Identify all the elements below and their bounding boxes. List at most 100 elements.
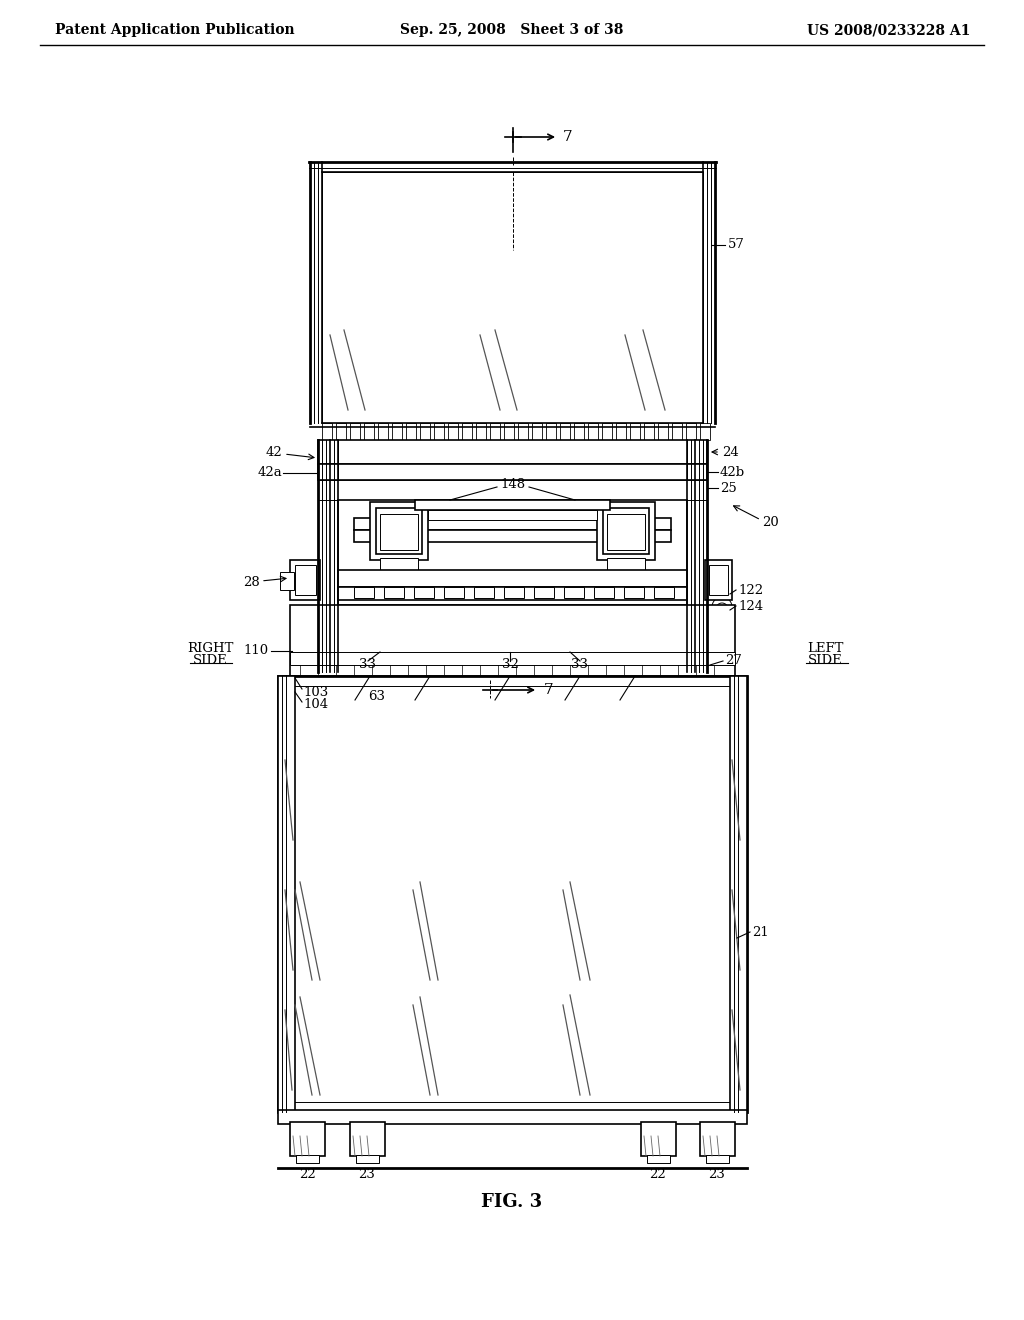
Text: 28: 28 [244,576,260,589]
Bar [658,422,668,440]
Bar [295,565,316,595]
Bar [318,440,707,465]
Text: LEFT: LEFT [807,643,843,656]
Bar [534,587,554,598]
Bar [278,1110,746,1125]
Text: SIDE: SIDE [193,653,227,667]
Text: 42: 42 [265,446,282,458]
Bar [370,502,428,560]
Bar [532,422,542,440]
Text: 122: 122 [738,583,763,597]
Bar [504,422,514,440]
Bar [378,422,388,440]
Text: 103: 103 [303,685,329,698]
Bar [350,422,360,440]
Bar [462,422,472,440]
Bar [630,422,640,440]
Bar [290,686,736,1102]
Bar [290,1122,325,1156]
Bar [490,422,500,440]
Bar [278,676,295,1111]
Bar [350,1122,385,1156]
Bar [354,517,671,531]
Bar [647,1155,670,1163]
Bar [392,422,402,440]
Bar [700,1122,735,1156]
Text: US 2008/0233228 A1: US 2008/0233228 A1 [807,22,970,37]
Bar [709,565,728,595]
Bar [672,422,682,440]
Circle shape [716,603,728,615]
Text: 33: 33 [359,659,377,672]
Text: 20: 20 [762,516,778,528]
Bar [338,570,687,587]
Bar [686,422,696,440]
Bar [597,502,655,560]
Bar [434,422,444,440]
Bar [322,422,332,440]
Bar [546,422,556,440]
Bar [641,1122,676,1156]
Bar [318,465,707,480]
Bar [290,560,319,601]
Text: FIG. 3: FIG. 3 [481,1193,543,1210]
Bar [356,1155,379,1163]
Bar [290,605,735,676]
Bar [364,422,374,440]
Text: 7: 7 [544,682,554,697]
Text: RIGHT: RIGHT [186,643,233,656]
Text: 63: 63 [368,689,385,702]
Circle shape [712,597,732,616]
Text: 33: 33 [571,659,589,672]
Bar [616,422,626,440]
Text: 21: 21 [752,925,769,939]
Bar [705,560,732,601]
Bar [594,587,614,598]
Bar [280,572,294,590]
Text: 22: 22 [649,1168,667,1181]
Bar [338,587,687,601]
Text: 25: 25 [720,482,736,495]
Bar [474,587,494,598]
Bar [644,422,654,440]
Text: 32: 32 [502,659,518,672]
Text: 57: 57 [728,239,744,252]
Bar [476,422,486,440]
Bar [406,422,416,440]
Text: 148: 148 [501,478,525,491]
Bar [376,508,422,554]
Bar [278,676,746,1111]
Text: 23: 23 [358,1168,376,1181]
Bar [654,587,674,598]
Text: SIDE: SIDE [808,653,843,667]
Text: 104: 104 [303,698,328,711]
Bar [602,422,612,440]
Bar [296,1155,319,1163]
Text: 23: 23 [709,1168,725,1181]
Bar [607,558,645,570]
Bar [603,508,649,554]
Bar [588,422,598,440]
Text: 27: 27 [725,655,741,668]
Bar [444,587,464,598]
Bar [336,422,346,440]
Text: Patent Application Publication: Patent Application Publication [55,22,295,37]
Bar [564,587,584,598]
Bar [518,422,528,440]
Bar [428,510,597,520]
Bar [354,587,374,598]
Text: 22: 22 [299,1168,315,1181]
Text: 24: 24 [722,446,738,458]
Bar [607,513,645,550]
Bar [380,558,418,570]
Bar [700,422,710,440]
Text: 42a: 42a [257,466,282,479]
Bar [414,587,434,598]
Bar [504,587,524,598]
Bar [420,422,430,440]
Bar [560,422,570,440]
Text: 110: 110 [244,644,269,657]
Bar [706,1155,729,1163]
Text: 7: 7 [563,129,572,144]
Bar [415,500,610,510]
